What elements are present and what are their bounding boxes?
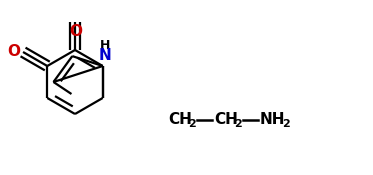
Text: 2: 2 [234,119,242,129]
Text: CH: CH [168,113,192,128]
Text: H: H [100,39,110,52]
Text: O: O [7,44,20,60]
Text: O: O [69,24,82,39]
Text: 2: 2 [282,119,290,129]
Text: N: N [98,48,111,63]
Text: NH: NH [260,113,285,128]
Text: CH: CH [214,113,238,128]
Text: 2: 2 [188,119,196,129]
